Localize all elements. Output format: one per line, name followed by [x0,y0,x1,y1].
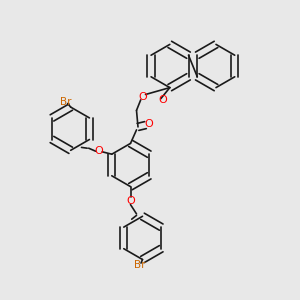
Text: Br: Br [59,97,71,107]
Text: O: O [95,146,103,156]
Text: O: O [158,94,167,105]
Text: Br: Br [134,260,145,270]
Text: O: O [144,119,153,130]
Text: O: O [139,92,148,102]
Text: O: O [126,196,135,206]
